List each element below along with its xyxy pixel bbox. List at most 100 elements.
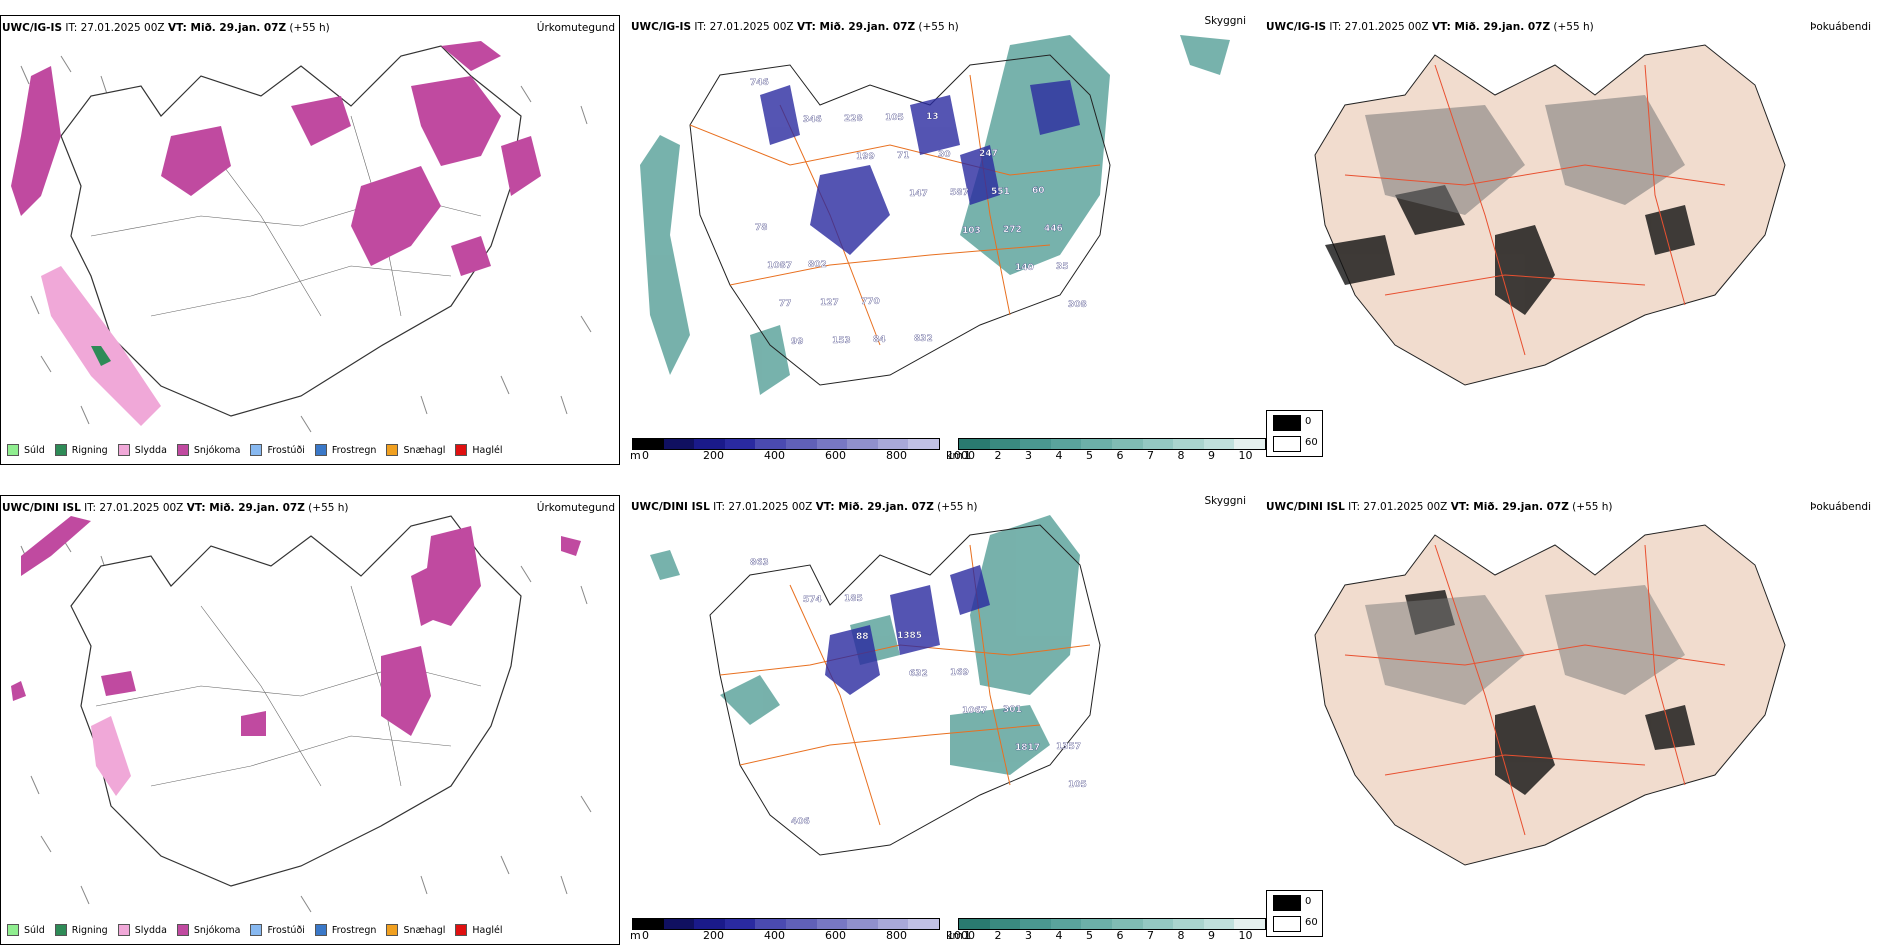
fog-panel-top: UWC/IG-IS IT: 27.01.2025 00Z VT: Mið. 29…: [1265, 15, 1885, 470]
fog-map: [1314, 524, 1786, 866]
ceiling-label: 1087: [767, 261, 792, 271]
legend-label: Snæhagl: [403, 444, 446, 456]
legend-label: Rigning: [71, 924, 108, 936]
snow-areas: [11, 41, 541, 276]
ceiling-label: 308: [1068, 300, 1087, 310]
panel-header: UWC/IG-IS IT: 27.01.2025 00Z VT: Mið. 29…: [1266, 21, 1594, 33]
fog-legend: 0 60: [1266, 410, 1323, 457]
ceiling-label: 1067: [962, 706, 987, 716]
valid-time: VT: Mið. 29.jan. 07Z: [186, 502, 305, 514]
model-name: UWC/DINI ISL: [631, 501, 710, 513]
legend-item: Rigning: [54, 924, 108, 936]
lead-time: (+55 h): [289, 22, 330, 34]
ceiling-label: 746: [750, 78, 769, 88]
visibility-map: 863 574 88 632 1067 1817 105 406 185 1385 169 301 13…: [650, 515, 1101, 856]
lead-time: (+55 h): [1553, 21, 1594, 33]
visibility-tick: 6: [1116, 449, 1124, 462]
ceiling-label: 13: [926, 112, 939, 122]
visibility-panel-top: 746 346 199 147 103 140 308 99 228 71 587 272 35 77 15…: [630, 15, 1266, 470]
visibility-map: 746 346 199 147 103 140 308 99 228 71 587 272 35 77 15…: [640, 35, 1230, 395]
legend-swatch: [54, 444, 67, 456]
colorbar-segment: [1111, 919, 1143, 929]
colorbar-segment: [1234, 919, 1265, 929]
visibility-tick: 8: [1177, 449, 1185, 462]
ceiling-tick: 1000: [947, 929, 975, 942]
colorbar-segment: [1081, 439, 1112, 449]
colorbar-segment: [633, 439, 664, 449]
legend-swatch: [314, 444, 327, 456]
legend-item: Súld: [7, 924, 45, 936]
iceland-coastline: [709, 524, 1101, 856]
panel-header: UWC/DINI ISL IT: 27.01.2025 00Z VT: Mið.…: [631, 501, 978, 513]
colorbar-segment: [1203, 439, 1235, 449]
road-network: [689, 74, 1101, 346]
precip-type-map: [11, 515, 592, 913]
iceland-land: [1314, 44, 1786, 386]
ceiling-label: 632: [909, 669, 928, 679]
colorbar-segment: [1173, 919, 1204, 929]
ceiling-label: 153: [832, 336, 851, 346]
legend-label: Slydda: [134, 444, 167, 456]
visibility-tick: 8: [1177, 929, 1185, 942]
visibility-tick: 5: [1086, 929, 1093, 942]
visibility-unit: km: [946, 929, 964, 942]
visibility-tick: 3: [1025, 449, 1032, 462]
valid-time: VT: Mið. 29.jan. 07Z: [1431, 21, 1551, 33]
legend-item: Frostregn: [314, 444, 376, 456]
colorbar-segment: [1203, 919, 1235, 929]
lead-time: (+55 h): [918, 21, 959, 33]
legend-item: Slydda: [117, 444, 167, 456]
legend-item: Haglél: [455, 444, 503, 456]
legend-label: Snjókoma: [193, 924, 241, 936]
visibility-tick: 7: [1147, 929, 1154, 942]
legend-label: Snjókoma: [193, 444, 241, 456]
legend-swatch: [250, 444, 263, 456]
colorbar-segment: [724, 439, 756, 449]
snow-areas: [11, 516, 581, 736]
visibility-tick: 2: [994, 449, 1002, 462]
panel-title: Skyggni: [1204, 15, 1247, 27]
colorbar-segment: [755, 439, 786, 449]
colorbar-segment: [1173, 439, 1204, 449]
legend-swatch: [7, 444, 19, 456]
colorbar-segment: [959, 919, 990, 929]
precip-type-panel-top: UWC/IG-IS IT: 27.01.2025 00Z VT: Mið. 29…: [0, 15, 620, 465]
ceiling-label: 185: [844, 594, 863, 604]
ceiling-label: 84: [873, 335, 886, 345]
colorbar-segment: [1111, 439, 1143, 449]
precip-legend: Súld Rigning Slydda Snjókoma Frostúði Frostre…: [7, 444, 503, 456]
visibility-tick: 1: [964, 449, 971, 462]
precip-type-map: [11, 41, 592, 433]
legend-label: Frostúði: [267, 924, 305, 936]
legend-item: Snjókoma: [176, 444, 241, 456]
colorbar-segment: [633, 919, 664, 929]
colorbar-segment: [1234, 439, 1265, 449]
ceiling-tick: 200: [703, 449, 724, 462]
legend-swatch: [54, 924, 67, 936]
init-time: IT: 27.01.2025 00Z: [65, 22, 165, 34]
legend-label: Snæhagl: [403, 924, 446, 936]
ceiling-areas: [825, 565, 990, 695]
fog-label: 60: [1305, 917, 1318, 928]
iceland-land: [1314, 524, 1786, 866]
fog-swatch: [1273, 916, 1301, 932]
init-time: IT: 27.01.2025 00Z: [694, 21, 794, 33]
ceiling-label: 1817: [1015, 743, 1040, 753]
colorbar-segment: [1142, 439, 1174, 449]
legend-label: Súld: [24, 924, 45, 936]
ceiling-colorbar: [632, 438, 940, 450]
legend-item: Snæhagl: [386, 924, 445, 936]
legend-swatch: [386, 924, 399, 936]
fog-map: [1314, 44, 1786, 386]
legend-item: Frostregn: [314, 924, 376, 936]
init-time: IT: 27.01.2025 00Z: [1329, 21, 1429, 33]
visibility-unit: km: [946, 449, 964, 462]
visibility-colorbar: [958, 918, 1266, 930]
legend-item: Frostúði: [250, 924, 305, 936]
panel-title: Úrkomutegund: [536, 22, 615, 34]
valid-time: VT: Mið. 29.jan. 07Z: [796, 21, 916, 33]
fog-label: 0: [1305, 416, 1312, 427]
ceiling-label: 88: [856, 632, 869, 642]
iceland-coastline: [70, 515, 522, 887]
rain-areas: [91, 346, 111, 366]
